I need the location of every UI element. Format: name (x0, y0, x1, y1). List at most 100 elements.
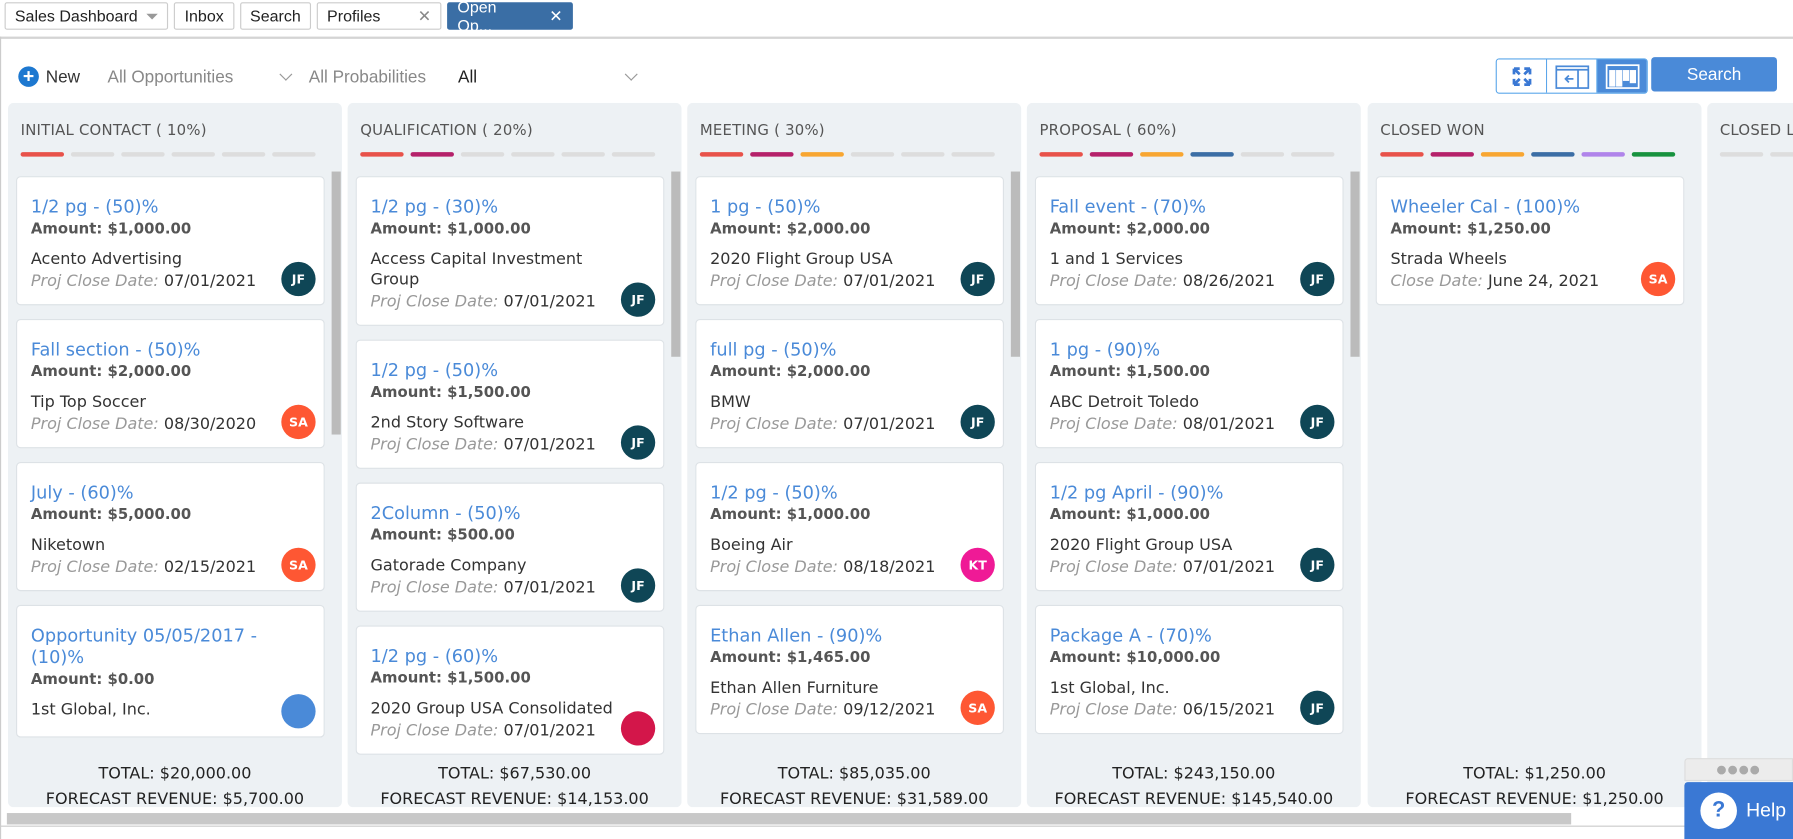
opportunity-title-link[interactable]: Package A - (70)% (1049, 625, 1212, 647)
opportunity-title-link[interactable]: 1/2 pg - (50)% (30, 196, 159, 218)
column-forecast: FORECAST REVENUE: $5,700.00 (45, 790, 305, 808)
opportunity-card[interactable]: Opportunity 05/05/2017 - (10)% Amount: $0… (16, 604, 325, 738)
probabilities-filter[interactable]: All Probabilities (309, 67, 426, 86)
opportunity-title-link[interactable]: 1 pg - (50)% (710, 196, 821, 218)
column-title: CLOSED WON (1380, 122, 1485, 140)
all-filter[interactable]: All (458, 66, 638, 87)
opportunity-title-link[interactable]: 1/2 pg - (60)% (370, 646, 499, 667)
expand-button[interactable] (1496, 59, 1548, 93)
owner-avatar[interactable]: JF (1300, 690, 1335, 725)
opportunity-card[interactable]: 2Column - (50)% Amount: $500.00 Gatorade C… (355, 482, 665, 612)
opportunity-title-link[interactable]: 2Column - (50)% (370, 503, 521, 524)
vertical-scrollbar[interactable] (1350, 171, 1360, 357)
tab-open-op[interactable]: Open Op... ✕ (447, 0, 573, 34)
close-date-value: 07/01/2021 (503, 721, 596, 740)
opportunity-card[interactable]: Fall event - (70)% Amount: $2,000.00 1 and… (1034, 176, 1344, 306)
owner-avatar[interactable]: SA (960, 690, 995, 725)
owner-avatar[interactable]: SA (281, 404, 316, 440)
all-filter-value: All (458, 66, 478, 87)
opportunity-title-link[interactable]: Opportunity 05/05/2017 - (10)% (30, 625, 258, 668)
opportunity-title-link[interactable]: Fall event - (70)% (1049, 196, 1207, 218)
opportunity-card[interactable]: Fall section - (50)% Amount: $2,000.00 Tip… (16, 319, 325, 449)
caret-down-icon[interactable] (146, 13, 159, 19)
kanban-column: MEETING ( 30%) 1 pg - (50)% Amount: $2,000… (687, 102, 1022, 808)
owner-avatar[interactable]: BL (281, 694, 316, 729)
opportunity-title-link[interactable]: 1/2 pg - (50)% (710, 482, 838, 504)
opportunity-amount: Amount: $500.00 (370, 527, 515, 545)
opportunity-amount: Amount: $2,000.00 (1049, 220, 1211, 238)
search-button[interactable]: Search (1651, 57, 1777, 92)
owner-avatar[interactable]: XX (620, 711, 656, 746)
opportunity-card[interactable]: full pg - (50)% Amount: $2,000.00 BMW Proj … (695, 319, 1004, 449)
owner-avatar[interactable]: JF (1300, 547, 1335, 583)
stage-segment (750, 152, 794, 157)
opportunity-title-link[interactable]: Fall section - (50)% (30, 339, 201, 361)
owner-avatar[interactable]: JF (281, 261, 316, 297)
column-footer: TOTAL: $85,035.00 FORECAST REVENUE: $31,5… (687, 762, 1021, 807)
opportunity-card[interactable]: 1/2 pg - (60)% Amount: $1,500.00 2020 Grou… (355, 625, 665, 755)
owner-avatar[interactable]: JF (1300, 404, 1335, 440)
owner-avatar[interactable]: SA (1640, 261, 1676, 297)
stage-segment (611, 152, 656, 157)
close-icon[interactable]: ✕ (549, 6, 563, 25)
opportunity-card[interactable]: 1 pg - (90)% Amount: $1,500.00 ABC Detroit… (1034, 319, 1344, 449)
opportunity-card[interactable]: 1/2 pg - (30)% Amount: $1,000.00 Access Ca… (355, 176, 665, 326)
stage-segment (1581, 152, 1625, 157)
side-panel-button[interactable] (1547, 59, 1598, 93)
owner-avatar[interactable]: JF (620, 282, 656, 317)
opportunity-card[interactable]: Package A - (70)% Amount: $10,000.00 1st G… (1034, 604, 1344, 735)
vertical-scrollbar[interactable] (331, 171, 341, 435)
new-button[interactable]: + New (18, 66, 80, 87)
drag-handle[interactable]: ●●●● (1684, 758, 1793, 782)
opportunity-card[interactable]: July - (60)% Amount: $5,000.00 Niketown Pro… (16, 461, 325, 592)
opportunity-card[interactable]: 1/2 pg - (50)% Amount: $1,000.00 Boeing Ai… (695, 461, 1004, 592)
tab-profiles[interactable]: Profiles ✕ (316, 2, 442, 30)
card-list (1715, 176, 1793, 756)
opportunity-title-link[interactable]: 1/2 pg - (30)% (370, 196, 499, 218)
help-button[interactable]: ? Help (1684, 782, 1793, 839)
opportunity-card[interactable]: 1/2 pg April - (90)% Amount: $1,000.00 202… (1034, 461, 1344, 592)
column-footer: TOTAL: $243,150.00 FORECAST REVENUE: $145… (1027, 762, 1361, 808)
opportunity-card[interactable]: 1/2 pg - (50)% Amount: $1,500.00 2nd Story… (355, 339, 665, 469)
owner-avatar[interactable]: JF (960, 261, 995, 297)
owner-avatar[interactable]: JF (620, 425, 656, 460)
tab-label: Profiles (327, 6, 381, 26)
stage-segment (850, 152, 895, 157)
tab-inbox[interactable]: Inbox (174, 2, 235, 30)
opportunities-filter[interactable]: All Opportunities (108, 67, 293, 86)
card-list: 1/2 pg - (50)% Amount: $1,000.00 Acento Ad… (16, 176, 325, 756)
opportunity-card[interactable]: 1/2 pg - (50)% Amount: $1,000.00 Acento Ad… (16, 176, 325, 306)
vertical-scrollbar[interactable] (671, 171, 681, 357)
owner-avatar[interactable]: JF (620, 568, 656, 603)
close-date: Close Date: June 24, 2021 (1390, 272, 1669, 290)
stage-segment (1631, 152, 1676, 157)
opportunity-card[interactable]: 1 pg - (50)% Amount: $2,000.00 2020 Flight… (695, 176, 1004, 306)
opportunity-title-link[interactable]: 1/2 pg April - (90)% (1049, 482, 1224, 504)
stage-progress (360, 152, 656, 157)
kanban-view-button[interactable] (1597, 59, 1647, 93)
tab-search[interactable]: Search (239, 2, 312, 30)
opportunity-amount: Amount: $1,000.00 (710, 506, 871, 524)
owner-avatar[interactable]: SA (281, 547, 316, 583)
probabilities-filter-value: All Probabilities (308, 66, 427, 87)
opportunity-title-link[interactable]: Ethan Allen - (90)% (710, 625, 883, 647)
owner-avatar[interactable]: JF (960, 404, 995, 440)
opportunity-title-link[interactable]: 1 pg - (90)% (1049, 339, 1161, 361)
column-forecast: FORECAST REVENUE: $145,540.00 (1054, 790, 1334, 808)
opportunity-title-link[interactable]: July - (60)% (30, 482, 134, 504)
horizontal-scrollbar[interactable] (6, 813, 1572, 825)
owner-avatar[interactable]: KT (960, 547, 995, 583)
divider (0, 36, 1793, 39)
opportunity-title-link[interactable]: 1/2 pg - (50)% (370, 360, 499, 381)
opportunity-card[interactable]: Ethan Allen - (90)% Amount: $1,465.00 Etha… (695, 604, 1004, 735)
tab-sales-dashboard[interactable]: Sales Dashboard (4, 2, 169, 30)
vertical-scrollbar[interactable] (1010, 171, 1021, 357)
close-date-label: Proj Close Date: (30, 558, 159, 577)
close-date-label: Proj Close Date: (710, 415, 839, 434)
owner-avatar[interactable]: JF (1300, 261, 1335, 297)
opportunity-title-link[interactable]: Wheeler Cal - (100)% (1390, 196, 1581, 218)
opportunity-card[interactable]: Wheeler Cal - (100)% Amount: $1,250.00 Str… (1375, 176, 1685, 306)
opportunity-title-link[interactable]: full pg - (50)% (710, 339, 837, 361)
close-date-value: 07/01/2021 (503, 578, 596, 597)
close-icon[interactable]: ✕ (417, 6, 432, 25)
